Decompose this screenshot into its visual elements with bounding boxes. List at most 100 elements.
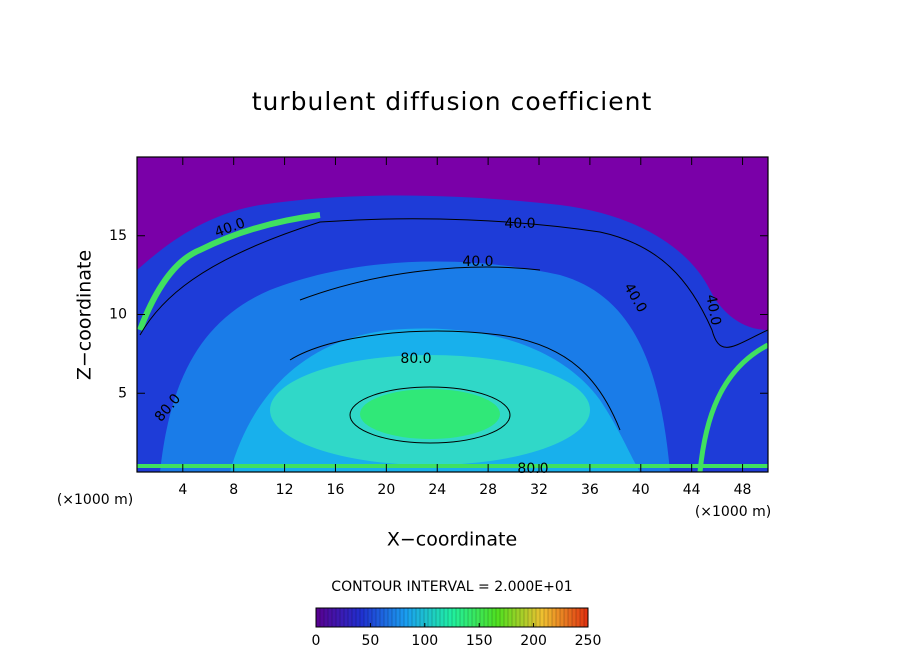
x-tick-label: 32 bbox=[530, 482, 548, 498]
colorbar-tick-label: 150 bbox=[466, 633, 493, 649]
colorbar-cell bbox=[560, 608, 565, 627]
colorbar-cell bbox=[368, 608, 373, 627]
y-tick-label: 15 bbox=[109, 228, 127, 244]
colorbar-cell bbox=[428, 608, 433, 627]
colorbar-tick-label: 200 bbox=[520, 633, 547, 649]
x-unit-label: (×1000 m) bbox=[57, 492, 133, 508]
x-tick-label: 20 bbox=[377, 482, 395, 498]
colorbar-cell bbox=[364, 608, 369, 627]
contour-label: 40.0 bbox=[702, 293, 723, 326]
colorbar-cell bbox=[572, 608, 577, 627]
colorbar-cell bbox=[584, 608, 589, 627]
colorbar-cell bbox=[356, 608, 361, 627]
colorbar-tick-label: 100 bbox=[411, 633, 438, 649]
colorbar-cell bbox=[440, 608, 445, 627]
colorbar-cell bbox=[580, 608, 585, 627]
colorbar-cell bbox=[336, 608, 341, 627]
colorbar-cell bbox=[424, 608, 429, 627]
colorbar-cell bbox=[460, 608, 465, 627]
colorbar-cell bbox=[332, 608, 337, 627]
colorbar-cell bbox=[316, 608, 321, 627]
field-region bbox=[360, 389, 500, 439]
colorbar-cell bbox=[564, 608, 569, 627]
colorbar-cell bbox=[556, 608, 561, 627]
contour-line bbox=[289, 330, 621, 431]
contour-label: 80.0 bbox=[400, 351, 431, 367]
colorbar-cell bbox=[532, 608, 537, 627]
contour-field bbox=[137, 157, 768, 472]
colorbar-cell bbox=[416, 608, 421, 627]
x-tick-label: 48 bbox=[734, 482, 752, 498]
x-unit-label: (×1000 m) bbox=[695, 504, 771, 520]
colorbar-cell bbox=[376, 608, 381, 627]
colorbar-cell bbox=[488, 608, 493, 627]
colorbar-cell bbox=[480, 608, 485, 627]
colorbar-cell bbox=[384, 608, 389, 627]
colorbar-cell bbox=[340, 608, 345, 627]
colorbar-cell bbox=[348, 608, 353, 627]
colorbar-cell bbox=[436, 608, 441, 627]
field-region bbox=[137, 212, 321, 332]
contour-label: 40.0 bbox=[462, 254, 493, 270]
x-tick-label: 40 bbox=[632, 482, 650, 498]
colorbar-cell bbox=[400, 608, 405, 627]
colorbar-cell bbox=[412, 608, 417, 627]
contour-label: 40.0 bbox=[504, 216, 535, 232]
colorbar-cell bbox=[524, 608, 529, 627]
colorbar-cell bbox=[396, 608, 401, 627]
contour-line bbox=[299, 266, 541, 301]
colorbar-cell bbox=[456, 608, 461, 627]
colorbar-cell bbox=[508, 608, 513, 627]
colorbar-cell bbox=[552, 608, 557, 627]
colorbar-cell bbox=[464, 608, 469, 627]
colorbar-cell bbox=[408, 608, 413, 627]
colorbar-tick-label: 50 bbox=[361, 633, 379, 649]
colorbar-cell bbox=[576, 608, 581, 627]
colorbar-cell bbox=[536, 608, 541, 627]
colorbar-cell bbox=[548, 608, 553, 627]
colorbar-cell bbox=[404, 608, 409, 627]
chart-title: turbulent diffusion coefficient bbox=[252, 87, 653, 116]
colorbar-cell bbox=[540, 608, 545, 627]
colorbar-cell bbox=[544, 608, 549, 627]
x-tick-label: 16 bbox=[327, 482, 345, 498]
colorbar-cell bbox=[344, 608, 349, 627]
colorbar-cell bbox=[528, 608, 533, 627]
colorbar-frame bbox=[315, 607, 589, 628]
colorbar-cell bbox=[444, 608, 449, 627]
colorbar-cell bbox=[492, 608, 497, 627]
colorbar-cell bbox=[516, 608, 521, 627]
colorbar-cell bbox=[568, 608, 573, 627]
colorbar-cell bbox=[420, 608, 425, 627]
contour-interval: CONTOUR INTERVAL = 2.000E+01 bbox=[331, 579, 572, 595]
colorbar-cell bbox=[380, 608, 385, 627]
y-axis-label: Z−coordinate bbox=[74, 250, 96, 380]
x-tick-label: 8 bbox=[229, 482, 238, 498]
contour-line bbox=[139, 218, 768, 348]
colorbar-cell bbox=[320, 608, 325, 627]
y-tick-label: 5 bbox=[118, 385, 127, 401]
colorbar-cell bbox=[520, 608, 525, 627]
x-axis-label: X−coordinate bbox=[387, 529, 517, 551]
y-tick-label: 10 bbox=[109, 307, 127, 323]
contour-line bbox=[349, 386, 511, 444]
colorbar-cell bbox=[496, 608, 501, 627]
colorbar-cell bbox=[352, 608, 357, 627]
colorbar-cell bbox=[452, 608, 457, 627]
colorbar-cell bbox=[512, 608, 517, 627]
x-tick-label: 24 bbox=[428, 482, 446, 498]
colorbar-cell bbox=[448, 608, 453, 627]
colorbar-cell bbox=[484, 608, 489, 627]
colorbar-cell bbox=[388, 608, 393, 627]
x-tick-label: 28 bbox=[479, 482, 497, 498]
colorbar-cell bbox=[328, 608, 333, 627]
x-tick-label: 12 bbox=[276, 482, 294, 498]
colorbar-cell bbox=[392, 608, 397, 627]
colorbar-cell bbox=[432, 608, 437, 627]
colorbar-cell bbox=[476, 608, 481, 627]
contour-label: 80.0 bbox=[517, 461, 548, 477]
colorbar-cell bbox=[504, 608, 509, 627]
colorbar-cell bbox=[372, 608, 377, 627]
x-tick-label: 4 bbox=[178, 482, 187, 498]
